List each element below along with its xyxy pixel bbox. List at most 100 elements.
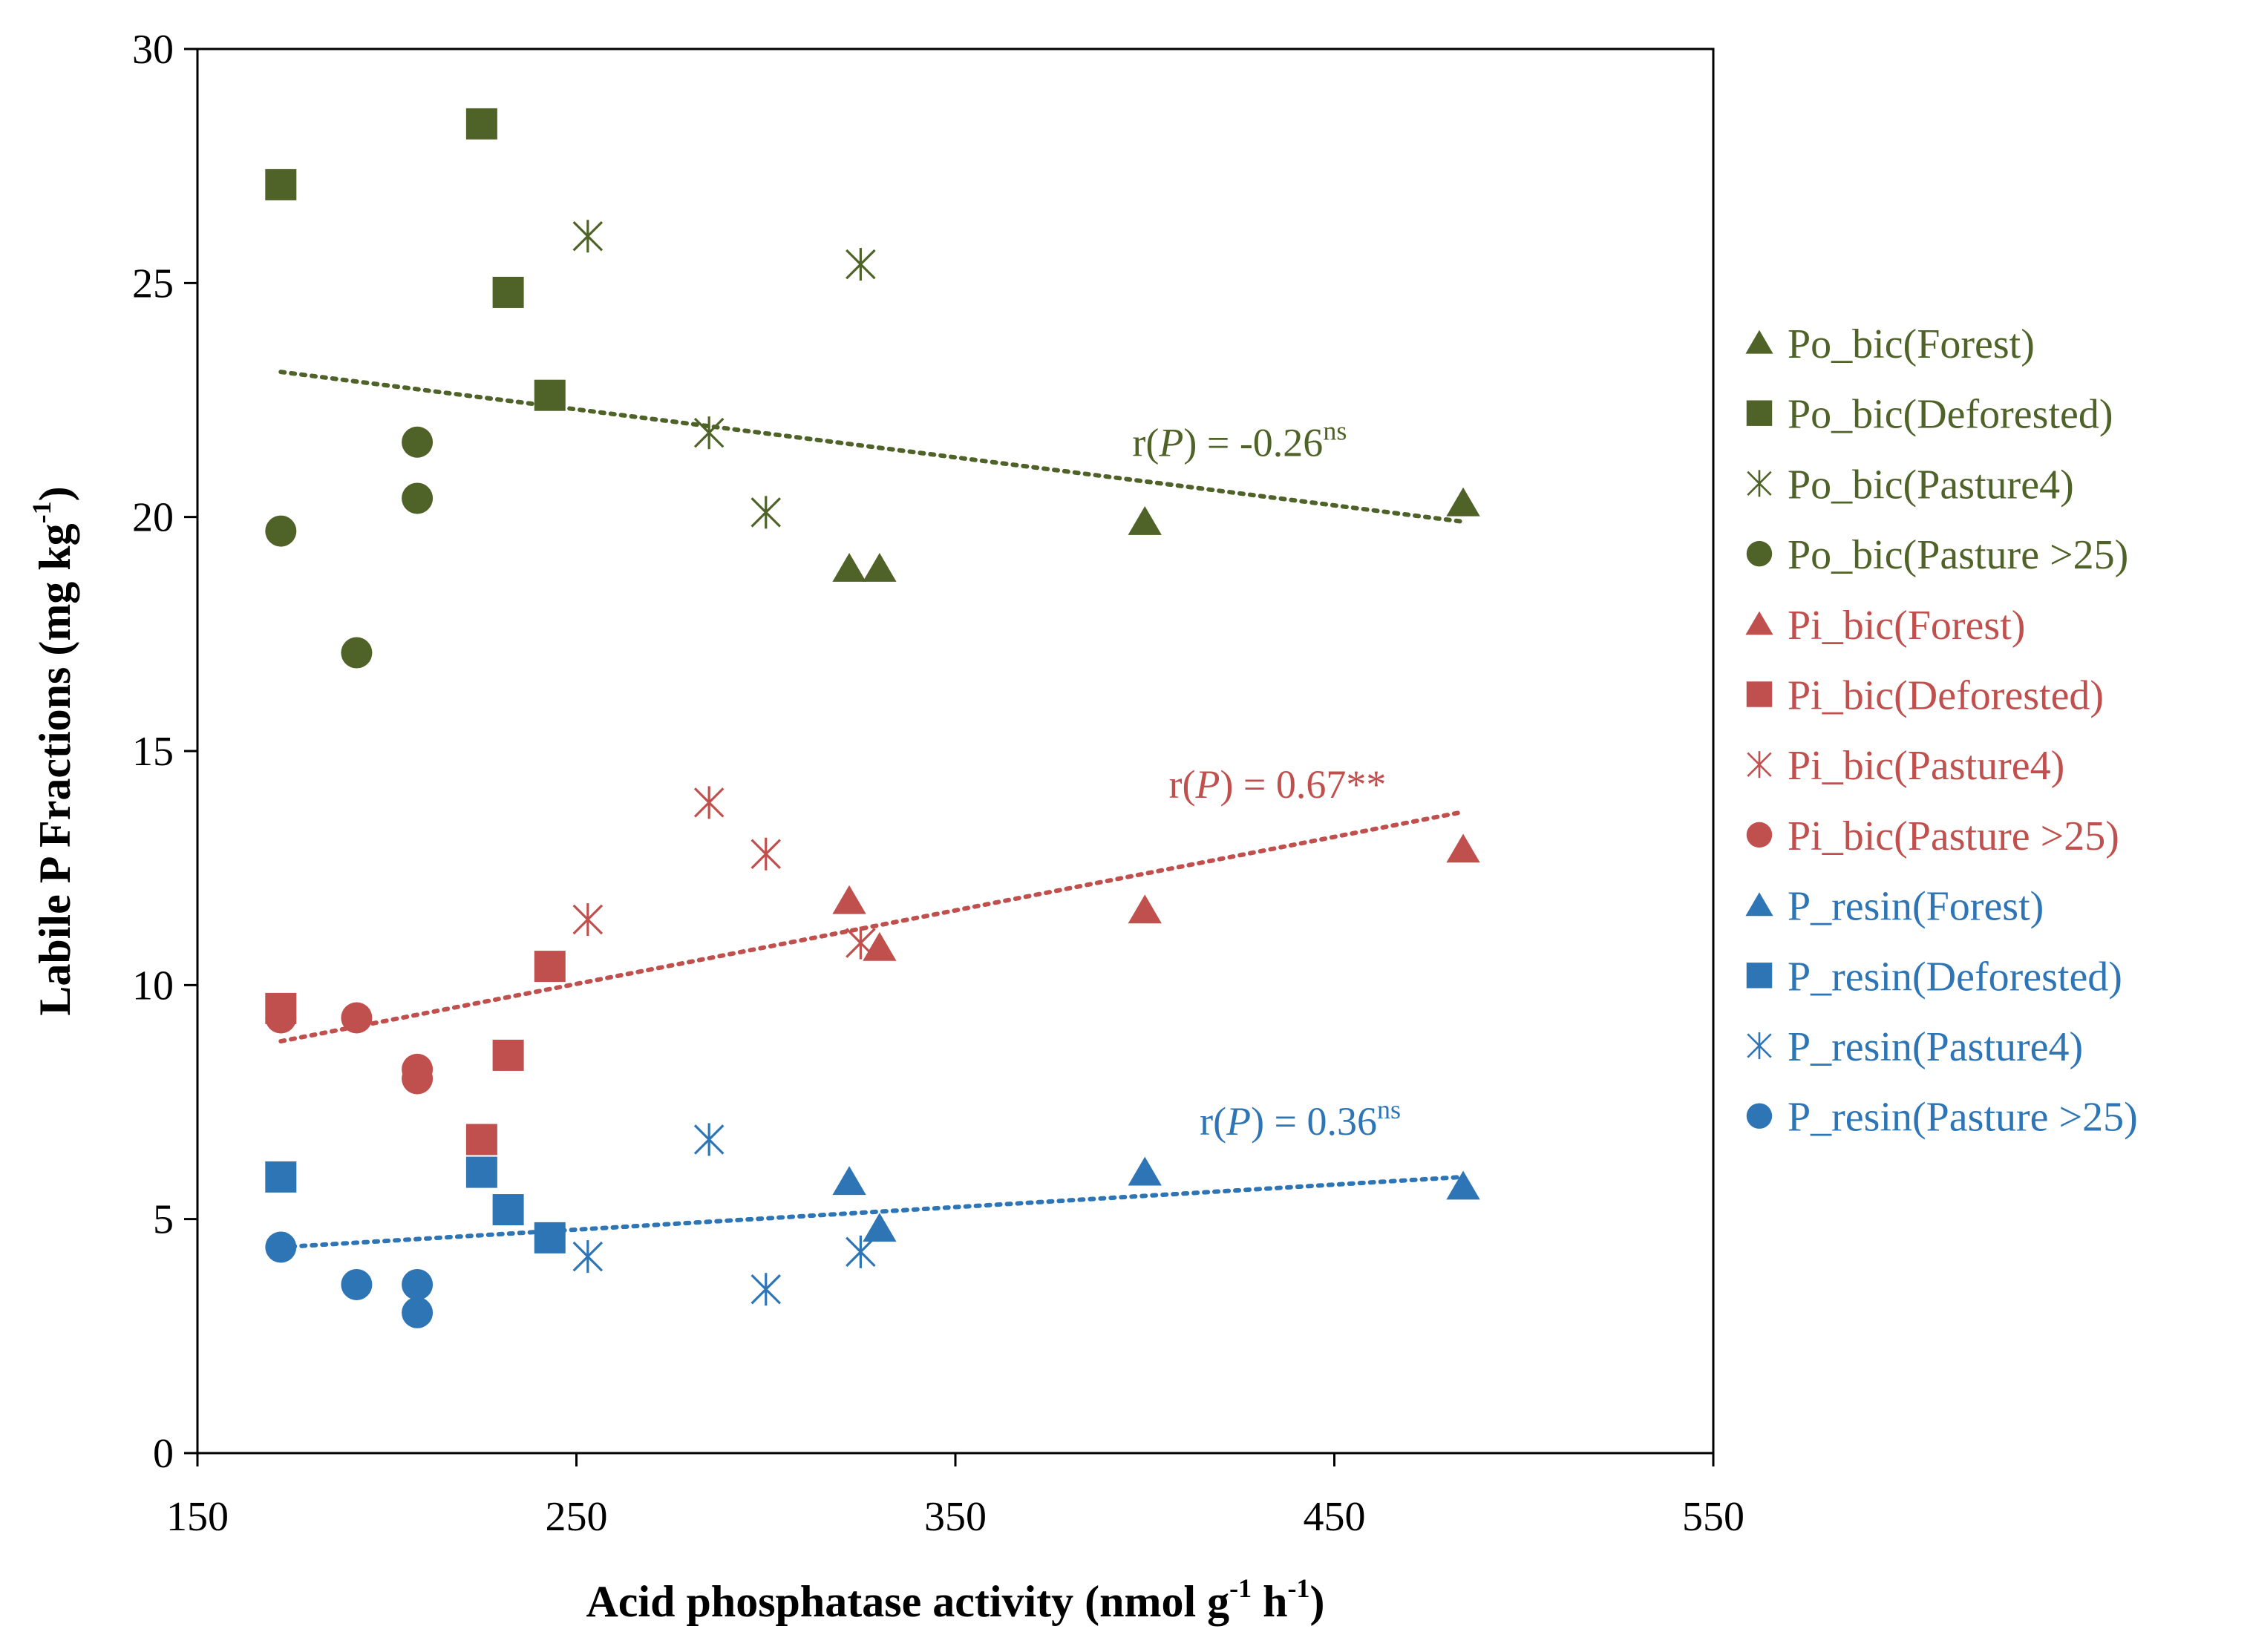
point-p-resin-pasture4: [750, 1273, 782, 1306]
point-po-bic-pasture4: [693, 416, 725, 450]
legend-label: P_resin(Pasture >25): [1788, 1095, 2138, 1141]
annotation-italic: P: [1194, 762, 1220, 807]
point-p-resin-forest: [1446, 1170, 1480, 1200]
point-pi-bic-pasture-25: [402, 1063, 434, 1095]
annotation-prefix: r(: [1168, 762, 1195, 807]
legend-label: P_resin(Deforested): [1788, 954, 2122, 1000]
y-tick-label: 15: [132, 729, 174, 775]
legend-label: Po_bic(Forest): [1788, 321, 2035, 367]
y-tick-label: 25: [132, 260, 174, 307]
legend-item: Pi_bic(Forest): [1745, 603, 2025, 649]
x-tick-label: 250: [546, 1494, 608, 1540]
data-points: [265, 108, 1480, 1328]
y-tick-label: 0: [153, 1431, 174, 1477]
point-pi-bic-deforested: [465, 1124, 497, 1156]
legend-circle-icon: [1746, 822, 1773, 848]
point-pi-bic-deforested: [492, 1039, 524, 1071]
x-axis-title-sup1: -1: [1229, 1573, 1252, 1603]
x-tick-label: 450: [1304, 1494, 1366, 1540]
legend-item: P_resin(Pasture4): [1747, 1024, 2083, 1070]
point-po-bic-deforested: [492, 276, 524, 308]
point-p-resin-forest: [832, 1166, 866, 1196]
legend-item: P_resin(Pasture >25): [1746, 1095, 2138, 1141]
point-p-resin-deforested: [534, 1222, 566, 1253]
point-po-bic-deforested: [465, 108, 497, 140]
point-p-resin-pasture-25: [402, 1297, 434, 1328]
legend-item: Po_bic(Pasture >25): [1746, 532, 2128, 578]
point-po-bic-deforested: [265, 168, 297, 200]
annotation-value: ) = 0.67**: [1220, 762, 1386, 807]
point-pi-bic-pasture-25: [341, 1002, 373, 1034]
legend-circle-icon: [1746, 1103, 1773, 1129]
point-p-resin-pasture-25: [265, 1231, 297, 1263]
point-p-resin-forest: [863, 1213, 897, 1242]
annotation-pi-bic: r(P) = 0.67**: [1168, 762, 1386, 807]
x-axis-title-end: ): [1310, 1577, 1325, 1626]
annotation-value: ) = -0.26: [1183, 421, 1323, 465]
trendlines: [278, 370, 1466, 1250]
point-pi-bic-pasture4: [846, 926, 876, 960]
legend: Po_bic(Forest) Po_bic(Deforested) Po_bic(P…: [1745, 321, 2138, 1141]
point-p-resin-pasture4: [693, 1123, 725, 1156]
legend-label: Po_bic(Deforested): [1788, 392, 2113, 438]
x-axis-title: Acid phosphatase activity (nmol g-1 h-1): [586, 1573, 1324, 1626]
point-pi-bic-forest: [832, 885, 866, 914]
y-axis: 0 5 10 15 20 25 30: [132, 27, 197, 1477]
y-axis-title: Labile P Fractions (mg kg-1): [27, 486, 79, 1015]
legend-label: Pi_bic(Pasture >25): [1788, 813, 2119, 859]
legend-square-icon: [1746, 681, 1773, 707]
annotation-prefix: r(: [1132, 421, 1159, 465]
y-tick-label: 20: [132, 495, 174, 541]
legend-label: Po_bic(Pasture4): [1788, 462, 2074, 508]
legend-square-icon: [1746, 963, 1773, 989]
legend-triangle-icon: [1745, 611, 1773, 635]
point-po-bic-forest: [832, 553, 866, 582]
legend-square-icon: [1746, 400, 1773, 426]
y-tick-label: 10: [132, 963, 174, 1009]
y-tick-label: 5: [153, 1197, 174, 1243]
trendline-p-resin: [278, 1174, 1466, 1250]
x-tick-label: 150: [166, 1494, 229, 1540]
point-po-bic-pasture4: [846, 248, 876, 281]
annotation-prefix: r(: [1200, 1099, 1226, 1144]
point-p-resin-deforested: [265, 1161, 297, 1193]
point-po-bic-pasture4: [750, 496, 782, 529]
legend-triangle-icon: [1745, 330, 1773, 354]
point-pi-bic-pasture4: [693, 786, 725, 819]
point-p-resin-forest: [1128, 1156, 1162, 1186]
point-po-bic-pasture-25: [402, 426, 434, 458]
point-pi-bic-forest: [1446, 833, 1480, 863]
annotation-value: ) = 0.36: [1251, 1099, 1377, 1144]
legend-label: Po_bic(Pasture >25): [1788, 532, 2128, 578]
legend-item: P_resin(Deforested): [1746, 954, 2122, 1000]
legend-asterisk-icon: [1747, 751, 1772, 779]
point-pi-bic-pasture4: [572, 903, 604, 937]
legend-label: Pi_bic(Deforested): [1788, 673, 2104, 719]
trendline-pi-bic: [278, 809, 1466, 1044]
x-tick-label: 350: [924, 1494, 987, 1540]
point-pi-bic-pasture-25: [265, 1002, 297, 1034]
point-pi-bic-forest: [1128, 894, 1162, 924]
x-tick-label: 550: [1682, 1494, 1744, 1540]
point-p-resin-pasture-25: [402, 1268, 434, 1300]
x-axis-title-main: Acid phosphatase activity (nmol g: [586, 1577, 1229, 1626]
legend-label: P_resin(Forest): [1788, 884, 2044, 930]
point-po-bic-pasture4: [572, 220, 604, 253]
legend-label: Pi_bic(Forest): [1788, 603, 2025, 649]
legend-item: Po_bic(Pasture4): [1747, 462, 2074, 508]
y-tick-label: 30: [132, 27, 174, 73]
point-po-bic-pasture-25: [402, 482, 434, 514]
point-p-resin-deforested: [492, 1194, 524, 1226]
point-po-bic-pasture-25: [265, 515, 297, 547]
point-p-resin-pasture-25: [341, 1268, 373, 1300]
annotation-significance: ns: [1377, 1095, 1401, 1124]
x-axis-title-sup2: -1: [1288, 1573, 1310, 1603]
point-p-resin-pasture4: [572, 1240, 604, 1274]
annotation-p-resin: r(P) = 0.36ns: [1200, 1095, 1401, 1144]
point-po-bic-forest: [1446, 487, 1480, 517]
legend-item: P_resin(Forest): [1745, 884, 2044, 930]
trendline-po-bic: [278, 370, 1466, 524]
legend-item: Po_bic(Forest): [1745, 321, 2035, 367]
point-p-resin-deforested: [465, 1156, 497, 1188]
